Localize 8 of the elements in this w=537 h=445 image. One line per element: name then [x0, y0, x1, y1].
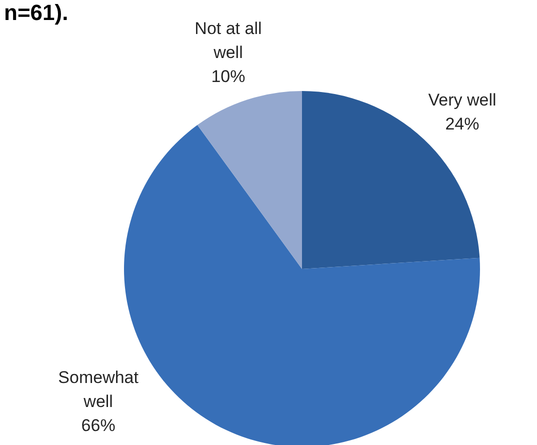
- pie-slice: [197, 91, 302, 269]
- data-label: 24%: [445, 114, 480, 134]
- data-label: 66%: [81, 416, 116, 435]
- chart-title: n=61).: [4, 0, 68, 26]
- slice-label: Not at all well: [194, 19, 262, 62]
- data-label: 10%: [211, 67, 246, 86]
- slice-label: Very well: [428, 90, 496, 110]
- slice-label: Somewhat well: [58, 368, 139, 411]
